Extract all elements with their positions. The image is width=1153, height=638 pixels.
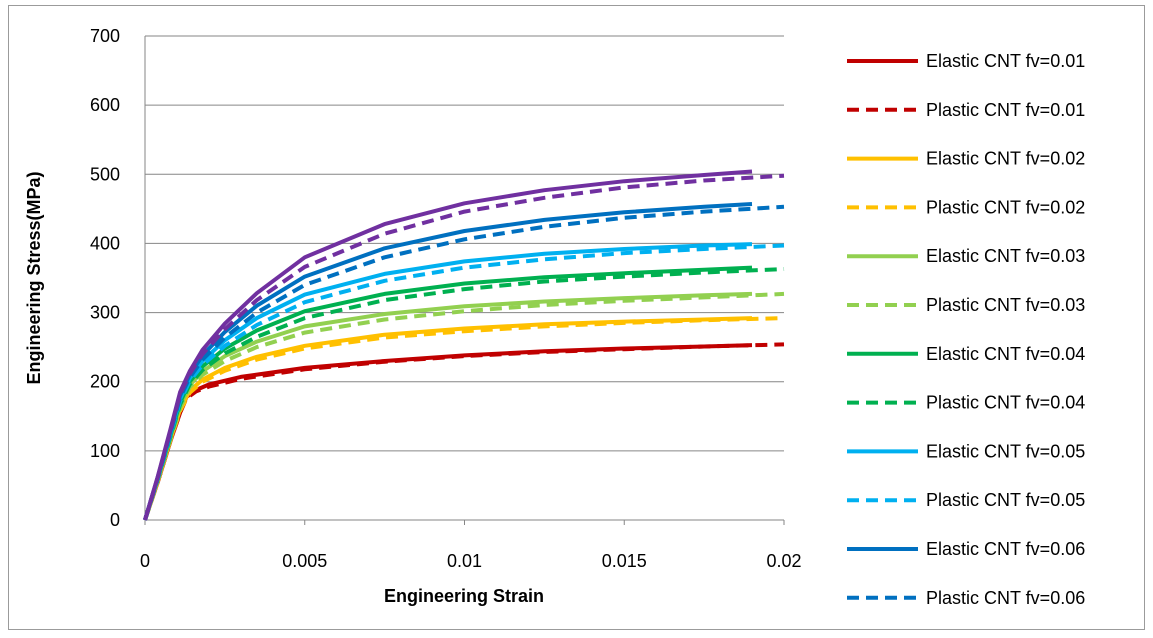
series-line-14 [143, 173, 785, 521]
series-line-4 [143, 316, 785, 521]
gridlines [145, 35, 784, 452]
x-tick-label: 0.01 [447, 551, 482, 571]
legend-entry-label: Elastic CNT fv=0.01 [926, 51, 1085, 71]
legend-entry-label: Plastic CNT fv=0.03 [926, 295, 1085, 315]
axes [144, 36, 784, 521]
y-tick-label: 0 [110, 510, 120, 530]
x-tick-label: 0.015 [602, 551, 647, 571]
x-tick-label: 0.02 [766, 551, 801, 571]
legend-entry-label: Plastic CNT fv=0.01 [926, 100, 1085, 120]
legend-entry-label: Elastic CNT fv=0.06 [926, 539, 1085, 559]
x-axis-title: Engineering Strain [384, 586, 544, 606]
y-tick-label: 600 [90, 95, 120, 115]
series-line-13 [143, 169, 753, 521]
legend-entry-label: Elastic CNT fv=0.04 [926, 344, 1085, 364]
x-tick-label: 0 [140, 551, 150, 571]
y-tick-label: 300 [90, 303, 120, 323]
legend-entry-label: Elastic CNT fv=0.03 [926, 246, 1085, 266]
series-line-1 [143, 343, 753, 521]
y-tick-label: 100 [90, 441, 120, 461]
y-tick-label: 400 [90, 233, 120, 253]
legend-entry-label: Plastic CNT fv=0.04 [926, 393, 1085, 413]
legend-entry-label: Plastic CNT fv=0.05 [926, 490, 1085, 510]
tick-labels: 0 100 200 300 400 500 600 700 0 0.005 0.01 0.015 0.0… [90, 26, 802, 571]
y-axis-title: Engineering Stress(MPa) [24, 171, 44, 384]
legend-entry-label: Plastic CNT fv=0.06 [926, 588, 1085, 608]
y-tick-label: 500 [90, 164, 120, 184]
legend: Elastic CNT fv=0.01 Plastic CNT fv=0.01 El… [847, 51, 1085, 608]
series-line-10 [143, 243, 785, 521]
y-tick-label: 700 [90, 26, 120, 46]
chart-frame [8, 5, 1145, 630]
series-line-2 [143, 342, 785, 521]
series-line-7 [143, 265, 753, 521]
series-lines [143, 169, 785, 521]
legend-entry-label: Plastic CNT fv=0.02 [926, 197, 1085, 217]
x-tick-label: 0.005 [282, 551, 327, 571]
y-tick-label: 200 [90, 372, 120, 392]
legend-entry-label: Elastic CNT fv=0.02 [926, 149, 1085, 169]
legend-entry-label: Elastic CNT fv=0.05 [926, 441, 1085, 461]
